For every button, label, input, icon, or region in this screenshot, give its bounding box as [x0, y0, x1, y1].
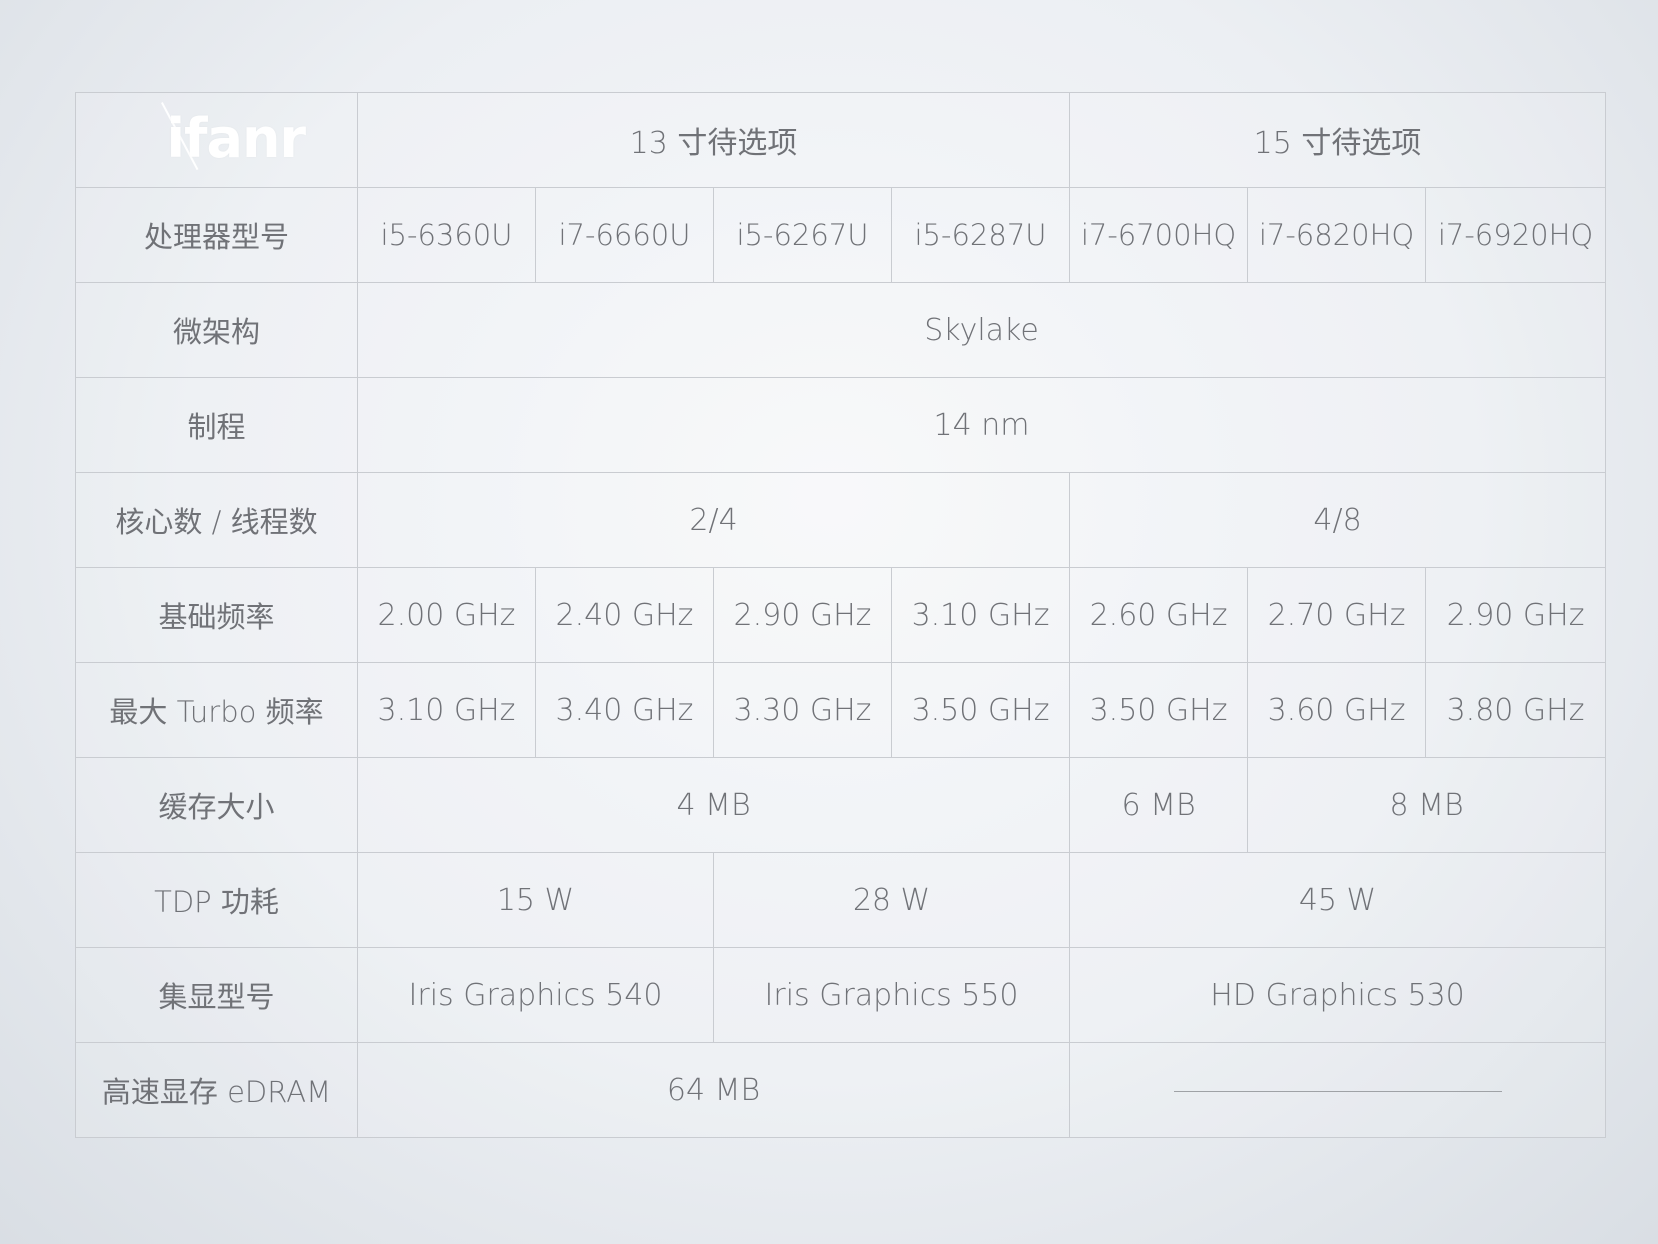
header-row: ifanr 13 寸待选项 15 寸待选项 — [75, 92, 1607, 188]
table-cell: i5-6287U — [890, 187, 1071, 283]
table-cell: 2.00 GHz — [357, 567, 536, 663]
table-cell: 3.60 GHz — [1247, 662, 1427, 758]
row-base-freq: 基础频率 2.00 GHz 2.40 GHz 2.90 GHz 3.10 GHz… — [75, 567, 1607, 663]
table-cell: 45 W — [1069, 852, 1607, 948]
row-label: 最大 Turbo 频率 — [75, 662, 358, 758]
table-cell: 3.10 GHz — [890, 567, 1071, 663]
table-cell: 6 MB — [1069, 757, 1249, 853]
row-process: 制程 14 nm — [75, 377, 1607, 473]
table-cell: 2.90 GHz — [713, 567, 892, 663]
table-cell: Iris Graphics 550 — [712, 947, 1071, 1043]
row-processor: 处理器型号 i5-6360U i7-6660U i5-6267U i5-6287… — [75, 187, 1607, 283]
row-turbo-freq: 最大 Turbo 频率 3.10 GHz 3.40 GHz 3.30 GHz 3… — [75, 662, 1607, 758]
table-cell: Skylake — [356, 282, 1607, 378]
row-edram: 高速显存 eDRAM 64 MB — [75, 1042, 1607, 1138]
table-cell: 2.40 GHz — [535, 567, 714, 663]
row-microarch: 微架构 Skylake — [75, 282, 1607, 378]
row-label: 处理器型号 — [75, 187, 358, 283]
table-cell: 3.80 GHz — [1425, 662, 1607, 758]
header-15-inch: 15 寸待选项 — [1069, 92, 1607, 188]
row-igpu: 集显型号 Iris Graphics 540 Iris Graphics 550… — [75, 947, 1607, 1043]
row-label: 基础频率 — [75, 567, 358, 663]
table-cell: Iris Graphics 540 — [357, 947, 714, 1043]
header-13-inch: 13 寸待选项 — [356, 92, 1071, 188]
row-cache: 缓存大小 4 MB 6 MB 8 MB — [75, 757, 1607, 853]
row-label: 制程 — [75, 377, 358, 473]
table-cell: i7-6660U — [535, 187, 714, 283]
row-label: 集显型号 — [75, 947, 358, 1043]
table-cell: 4/8 — [1069, 472, 1607, 568]
table-cell: 28 W — [712, 852, 1071, 948]
table-cell-empty — [1069, 1042, 1607, 1138]
cpu-spec-table: ifanr 13 寸待选项 15 寸待选项 处理器型号 i5-6360U i7-… — [75, 92, 1607, 1138]
table-cell: 14 nm — [356, 377, 1607, 473]
table-cell: 2/4 — [356, 472, 1071, 568]
row-label: 高速显存 eDRAM — [75, 1042, 358, 1138]
table-cell: 15 W — [357, 852, 714, 948]
row-cores: 核心数 / 线程数 2/4 4/8 — [75, 472, 1607, 568]
table-cell: 3.50 GHz — [1069, 662, 1249, 758]
table-cell: 64 MB — [356, 1042, 1071, 1138]
table-cell: i7-6700HQ — [1069, 187, 1249, 283]
table-cell: 3.30 GHz — [713, 662, 892, 758]
logo-cell: ifanr — [75, 92, 358, 188]
table-cell: 2.70 GHz — [1247, 567, 1427, 663]
not-available-dash — [1173, 1090, 1502, 1092]
table-cell: i7-6820HQ — [1247, 187, 1427, 283]
table-cell: HD Graphics 530 — [1069, 947, 1607, 1043]
row-label: 微架构 — [75, 282, 358, 378]
row-label: TDP 功耗 — [75, 852, 358, 948]
table-cell: 8 MB — [1247, 757, 1607, 853]
table-cell: i5-6267U — [713, 187, 892, 283]
row-label: 缓存大小 — [75, 757, 358, 853]
table-cell: 3.40 GHz — [535, 662, 714, 758]
table-cell: i5-6360U — [357, 187, 536, 283]
table-cell: 2.90 GHz — [1425, 567, 1607, 663]
ifanr-logo: ifanr — [137, 101, 306, 171]
table-cell: 3.10 GHz — [357, 662, 536, 758]
table-cell: 4 MB — [356, 757, 1071, 853]
table-cell: 3.50 GHz — [890, 662, 1071, 758]
table-cell: i7-6920HQ — [1425, 187, 1607, 283]
row-tdp: TDP 功耗 15 W 28 W 45 W — [75, 852, 1607, 948]
logo-text: ifanr — [166, 107, 307, 170]
row-label: 核心数 / 线程数 — [75, 472, 358, 568]
spec-table-frame: ifanr 13 寸待选项 15 寸待选项 处理器型号 i5-6360U i7-… — [75, 92, 1607, 1138]
table-cell: 2.60 GHz — [1069, 567, 1249, 663]
